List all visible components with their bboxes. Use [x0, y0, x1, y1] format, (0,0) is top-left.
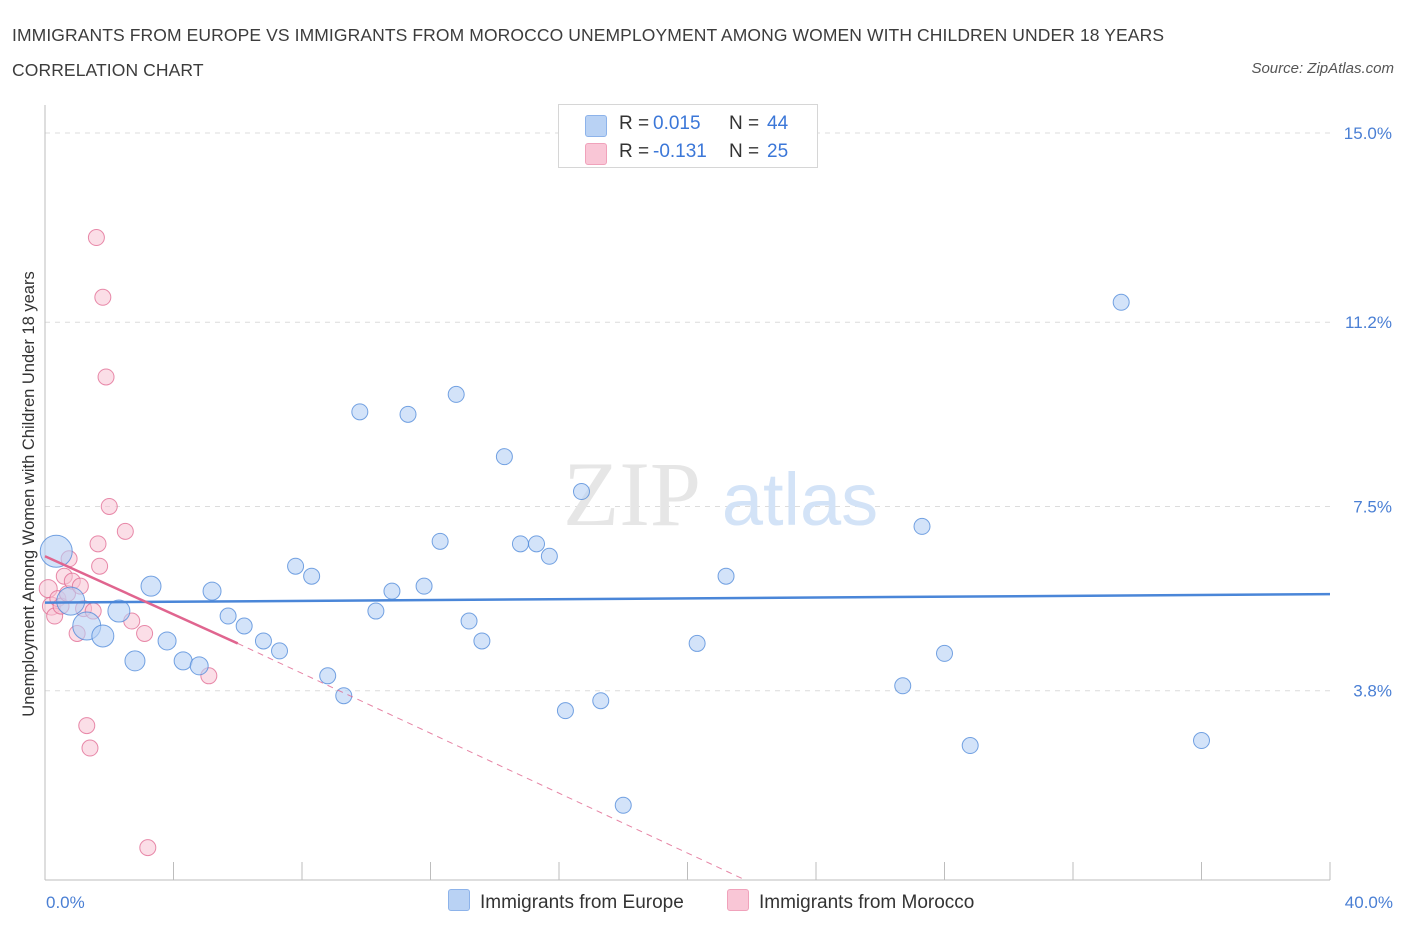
morocco-legend-swatch — [727, 889, 749, 911]
morocco-point — [116, 522, 134, 540]
morocco-point — [81, 739, 99, 757]
europe-point — [1112, 293, 1130, 311]
europe-trend-line-0 — [44, 592, 1331, 604]
europe-point — [202, 581, 222, 601]
europe-point — [351, 403, 369, 421]
europe-point — [717, 567, 735, 585]
europe-point — [460, 612, 478, 630]
europe-point — [415, 577, 433, 595]
legend-label-morocco: Immigrants from Morocco — [759, 892, 975, 913]
europe-point — [319, 667, 337, 685]
y-tick-label: 11.2% — [1345, 313, 1392, 332]
europe-point — [473, 632, 491, 650]
watermark-atlas: atlas — [722, 458, 878, 541]
europe-point — [556, 702, 574, 720]
europe-point — [447, 385, 465, 403]
europe-point — [399, 405, 417, 423]
europe-point — [189, 656, 209, 676]
morocco-point — [97, 368, 115, 386]
morocco-trend-line-2 — [237, 642, 746, 881]
source-label: Source: ZipAtlas.com — [1251, 60, 1394, 77]
europe-point — [431, 532, 449, 550]
legend-item-morocco: Immigrants from Morocco — [727, 889, 974, 914]
europe-point — [303, 567, 321, 585]
europe-point — [107, 599, 131, 623]
chart-title: IMMIGRANTS FROM EUROPE VS IMMIGRANTS FRO… — [12, 25, 1165, 80]
europe-point — [235, 617, 253, 635]
europe-point — [157, 631, 177, 651]
x-tick-label-min: 0.0% — [46, 893, 85, 912]
europe-point — [511, 535, 529, 553]
europe-point — [124, 650, 146, 672]
legend-item-europe: Immigrants from Europe — [448, 889, 684, 914]
europe-points — [39, 293, 1210, 814]
europe-point — [367, 602, 385, 620]
morocco-swatch — [585, 143, 607, 165]
europe-swatch — [585, 115, 607, 137]
europe-point — [91, 624, 115, 648]
axes — [44, 105, 1331, 881]
r-value-morocco: -0.131 — [653, 141, 707, 162]
correlation-legend: R = 0.015 N = 44 R = -0.131 N = 25 — [558, 104, 818, 168]
morocco-point — [91, 557, 109, 575]
tick-labels: 3.8% 7.5% 11.2% 15.0% 0.0% 40.0% — [46, 124, 1393, 912]
europe-point — [528, 535, 546, 553]
n-value-morocco: 25 — [767, 141, 789, 162]
n-label: N = — [729, 141, 760, 162]
europe-legend-swatch — [448, 889, 470, 911]
y-axis-label: Unemployment Among Women with Children U… — [20, 271, 38, 716]
r-label: R = — [619, 141, 650, 162]
europe-point — [173, 651, 193, 671]
europe-point — [495, 448, 513, 466]
morocco-point — [78, 717, 96, 735]
r-value-europe: 0.015 — [653, 113, 701, 134]
europe-point — [383, 582, 401, 600]
europe-point — [936, 644, 953, 662]
morocco-point — [100, 497, 118, 515]
grid-lines — [45, 132, 1330, 692]
morocco-trend-line-1 — [44, 555, 239, 645]
trend-lines — [44, 555, 1331, 881]
europe-point — [335, 687, 353, 705]
europe-point — [913, 517, 931, 535]
europe-point — [614, 796, 632, 814]
europe-point — [140, 575, 162, 597]
morocco-point — [89, 535, 107, 553]
europe-point — [1193, 732, 1210, 750]
europe-point — [961, 737, 979, 755]
europe-point — [271, 642, 289, 660]
y-tick-label: 3.8% — [1353, 682, 1392, 701]
watermark: ZIP atlas — [563, 443, 878, 545]
morocco-point — [136, 624, 154, 642]
europe-point — [688, 634, 706, 652]
europe-point — [592, 692, 610, 710]
europe-point — [894, 677, 912, 695]
europe-point — [39, 534, 73, 568]
morocco-point — [87, 229, 105, 247]
europe-point — [287, 557, 305, 575]
x-tick-label-max: 40.0% — [1345, 893, 1393, 912]
morocco-point — [139, 839, 157, 857]
europe-point — [572, 483, 590, 501]
europe-point — [254, 632, 272, 650]
y-tick-label: 7.5% — [1353, 497, 1392, 516]
europe-point — [540, 547, 558, 565]
legend-label-europe: Immigrants from Europe — [480, 892, 684, 913]
europe-point — [219, 607, 237, 625]
europe-point — [56, 586, 86, 616]
morocco-point — [94, 288, 112, 306]
r-label: R = — [619, 113, 650, 134]
n-label: N = — [729, 113, 760, 134]
y-tick-label: 15.0% — [1344, 124, 1392, 143]
n-value-europe: 44 — [767, 113, 789, 134]
